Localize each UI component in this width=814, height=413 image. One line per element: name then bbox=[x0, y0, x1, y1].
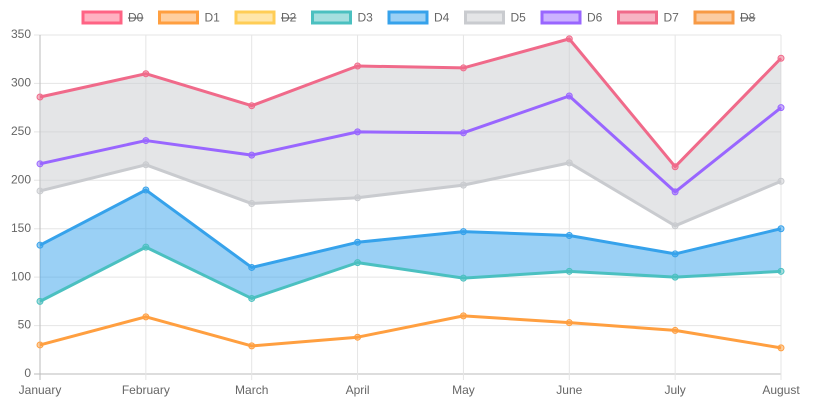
series-line bbox=[39, 314, 782, 350]
data-point bbox=[354, 238, 362, 246]
data-point bbox=[459, 129, 467, 137]
data-point bbox=[36, 241, 44, 249]
legend-label[interactable]: D0 bbox=[128, 11, 144, 25]
data-point bbox=[565, 35, 573, 43]
series-line bbox=[39, 94, 782, 194]
y-tick-label: 350 bbox=[11, 27, 31, 41]
data-point bbox=[459, 64, 467, 72]
data-point bbox=[777, 344, 785, 352]
data-point bbox=[354, 62, 362, 70]
data-point bbox=[565, 319, 573, 327]
legend-swatch[interactable] bbox=[540, 10, 582, 25]
legend-swatch[interactable] bbox=[617, 10, 658, 25]
x-tick-label: August bbox=[762, 383, 800, 397]
x-tick-label: April bbox=[346, 383, 370, 397]
data-point bbox=[354, 333, 362, 341]
legend-swatch[interactable] bbox=[81, 10, 123, 25]
y-tick-label: 200 bbox=[11, 172, 31, 186]
data-point bbox=[142, 137, 150, 145]
legend-label[interactable]: D6 bbox=[587, 11, 603, 25]
series-line bbox=[39, 188, 782, 269]
data-point bbox=[459, 274, 467, 282]
data-point bbox=[248, 102, 256, 110]
data-point bbox=[671, 273, 679, 281]
legend-label[interactable]: D8 bbox=[740, 11, 756, 25]
y-tick-label: 0 bbox=[24, 366, 31, 380]
data-point bbox=[565, 267, 573, 275]
data-point bbox=[36, 187, 44, 195]
data-point bbox=[459, 228, 467, 236]
series-line bbox=[39, 37, 783, 169]
x-tick-label: January bbox=[19, 383, 62, 397]
x-tick-label: July bbox=[664, 383, 685, 397]
x-tick-label: March bbox=[235, 383, 268, 397]
y-tick-label: 150 bbox=[11, 221, 31, 235]
y-tick-label: 50 bbox=[18, 318, 32, 332]
data-point bbox=[777, 225, 785, 233]
legend-swatch[interactable] bbox=[387, 10, 429, 25]
legend-label[interactable]: D7 bbox=[664, 11, 680, 25]
y-tick-label: 300 bbox=[11, 76, 31, 90]
area-fill bbox=[40, 189, 781, 302]
data-point bbox=[565, 159, 573, 167]
data-point bbox=[354, 128, 362, 136]
data-point bbox=[671, 250, 679, 258]
data-point bbox=[671, 163, 679, 171]
legend-label[interactable]: D2 bbox=[281, 11, 297, 25]
legend-swatch[interactable] bbox=[311, 10, 352, 25]
legend-swatch[interactable] bbox=[158, 10, 199, 25]
data-point bbox=[671, 188, 679, 196]
data-point bbox=[36, 93, 44, 101]
data-point bbox=[777, 104, 785, 112]
data-point bbox=[459, 312, 467, 320]
data-point bbox=[248, 342, 256, 350]
x-tick-label: May bbox=[452, 383, 475, 397]
legend-label[interactable]: D4 bbox=[434, 11, 450, 25]
series-line bbox=[39, 161, 782, 228]
legend-label[interactable]: D1 bbox=[205, 11, 221, 25]
data-point bbox=[248, 200, 256, 208]
data-point bbox=[142, 161, 150, 169]
x-tick-label: June bbox=[556, 383, 582, 397]
data-point bbox=[142, 243, 150, 251]
data-point bbox=[142, 186, 150, 194]
data-point bbox=[565, 231, 573, 239]
y-tick-label: 100 bbox=[11, 269, 31, 283]
legend-swatch[interactable] bbox=[234, 10, 276, 25]
data-point bbox=[671, 326, 679, 334]
data-point bbox=[36, 160, 44, 168]
data-point bbox=[142, 70, 150, 78]
legend-label[interactable]: D5 bbox=[511, 11, 527, 25]
data-point bbox=[459, 181, 467, 189]
data-point bbox=[354, 194, 362, 202]
data-point bbox=[36, 297, 44, 305]
data-point bbox=[142, 313, 150, 321]
legend-swatch[interactable] bbox=[464, 10, 505, 25]
data-point bbox=[565, 92, 573, 100]
legend-swatch[interactable] bbox=[693, 10, 735, 25]
data-point bbox=[36, 341, 44, 349]
legend-label[interactable]: D3 bbox=[358, 11, 374, 25]
data-point bbox=[671, 222, 679, 230]
data-point bbox=[777, 54, 785, 62]
data-point bbox=[248, 294, 256, 302]
y-tick-label: 250 bbox=[11, 124, 31, 138]
data-point bbox=[777, 267, 785, 275]
series-line bbox=[39, 245, 782, 303]
data-point bbox=[248, 263, 256, 271]
data-point bbox=[777, 177, 785, 185]
data-point bbox=[354, 259, 362, 267]
x-tick-label: February bbox=[122, 383, 170, 397]
data-point bbox=[248, 151, 256, 159]
